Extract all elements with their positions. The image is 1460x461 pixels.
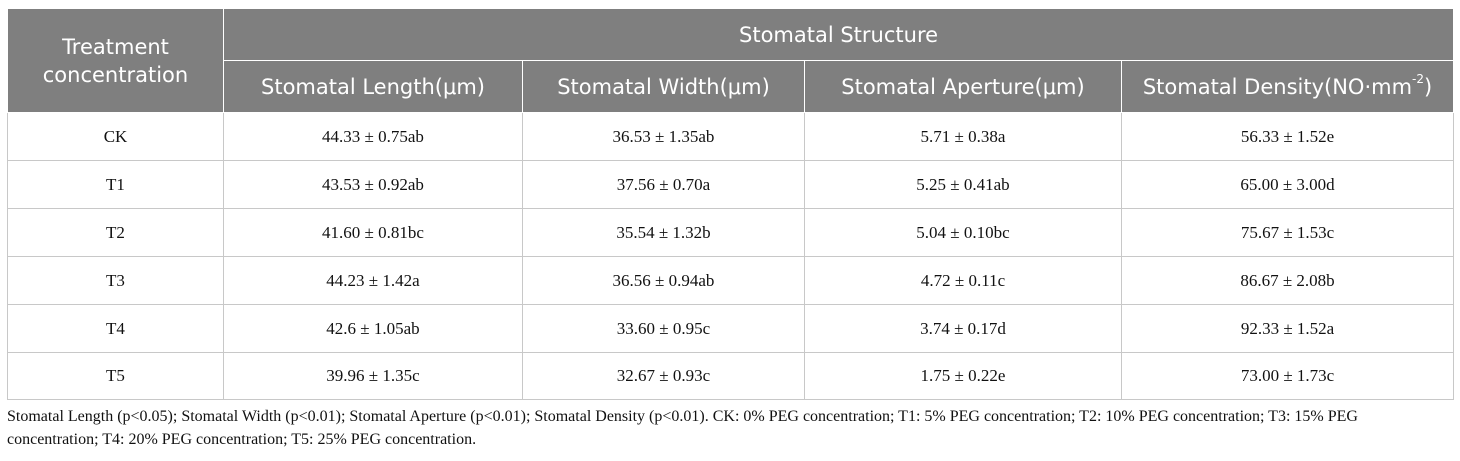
column-header-density: Stomatal Density(NO·mm-2): [1120, 60, 1455, 113]
column-header-label: Stomatal Density(NO·mm: [1142, 74, 1413, 99]
column-header-label: Stomatal Aperture(μm): [841, 74, 1085, 99]
treatment-cell: T5: [7, 352, 224, 400]
column-header-width: Stomatal Width(μm): [522, 60, 805, 113]
column-header-label: Stomatal Length(μm): [261, 74, 485, 99]
aperture-cell: 5.71 ± 0.38a: [804, 112, 1122, 161]
width-cell: 36.53 ± 1.35ab: [522, 112, 805, 161]
aperture-cell: 5.25 ± 0.41ab: [804, 160, 1122, 209]
stomatal-table-container: Treatment concentration Stomatal Structu…: [7, 8, 1455, 400]
table-body: CK 44.33 ± 0.75ab 36.53 ± 1.35ab 5.71 ± …: [7, 112, 1455, 400]
density-cell: 65.00 ± 3.00d: [1120, 160, 1455, 209]
density-cell: 92.33 ± 1.52a: [1120, 304, 1455, 353]
width-cell: 33.60 ± 0.95c: [522, 304, 805, 353]
length-cell: 39.96 ± 1.35c: [223, 352, 523, 400]
density-cell: 75.67 ± 1.53c: [1120, 208, 1455, 257]
length-cell: 41.60 ± 0.81bc: [223, 208, 523, 257]
table-row: T1 43.53 ± 0.92ab 37.56 ± 0.70a 5.25 ± 0…: [7, 160, 1455, 209]
table-row: T3 44.23 ± 1.42a 36.56 ± 0.94ab 4.72 ± 0…: [7, 256, 1455, 305]
density-cell: 56.33 ± 1.52e: [1120, 112, 1455, 161]
column-header-length: Stomatal Length(μm): [223, 60, 523, 113]
treatment-cell: T3: [7, 256, 224, 305]
table-row: T2 41.60 ± 0.81bc 35.54 ± 1.32b 5.04 ± 0…: [7, 208, 1455, 257]
column-header-suffix: ): [1424, 74, 1433, 99]
density-cell: 73.00 ± 1.73c: [1120, 352, 1455, 400]
table-header: Treatment concentration Stomatal Structu…: [7, 8, 1455, 113]
table-footnote: Stomatal Length (p<0.05); Stomatal Width…: [7, 408, 1358, 448]
column-header-aperture: Stomatal Aperture(μm): [804, 60, 1122, 113]
width-cell: 35.54 ± 1.32b: [522, 208, 805, 257]
width-cell: 32.67 ± 0.93c: [522, 352, 805, 400]
stomatal-structure-table: Treatment concentration Stomatal Structu…: [7, 8, 1455, 400]
treatment-header: Treatment concentration: [7, 8, 224, 113]
length-cell: 44.33 ± 0.75ab: [223, 112, 523, 161]
column-header-label: Stomatal Width(μm): [557, 74, 770, 99]
length-cell: 44.23 ± 1.42a: [223, 256, 523, 305]
group-header: Stomatal Structure: [222, 8, 1455, 61]
treatment-cell: T2: [7, 208, 224, 257]
aperture-cell: 4.72 ± 0.11c: [804, 256, 1122, 305]
table-row: T4 42.6 ± 1.05ab 33.60 ± 0.95c 3.74 ± 0.…: [7, 304, 1455, 353]
length-cell: 43.53 ± 0.92ab: [223, 160, 523, 209]
aperture-cell: 3.74 ± 0.17d: [804, 304, 1122, 353]
aperture-cell: 1.75 ± 0.22e: [804, 352, 1122, 400]
table-row: CK 44.33 ± 0.75ab 36.53 ± 1.35ab 5.71 ± …: [7, 112, 1455, 161]
column-header-superscript: -2: [1412, 71, 1425, 86]
aperture-cell: 5.04 ± 0.10bc: [804, 208, 1122, 257]
width-cell: 36.56 ± 0.94ab: [522, 256, 805, 305]
treatment-cell: CK: [7, 112, 224, 161]
table-row: T5 39.96 ± 1.35c 32.67 ± 0.93c 1.75 ± 0.…: [7, 352, 1455, 400]
treatment-cell: T4: [7, 304, 224, 353]
length-cell: 42.6 ± 1.05ab: [223, 304, 523, 353]
width-cell: 37.56 ± 0.70a: [522, 160, 805, 209]
treatment-cell: T1: [7, 160, 224, 209]
density-cell: 86.67 ± 2.08b: [1120, 256, 1455, 305]
